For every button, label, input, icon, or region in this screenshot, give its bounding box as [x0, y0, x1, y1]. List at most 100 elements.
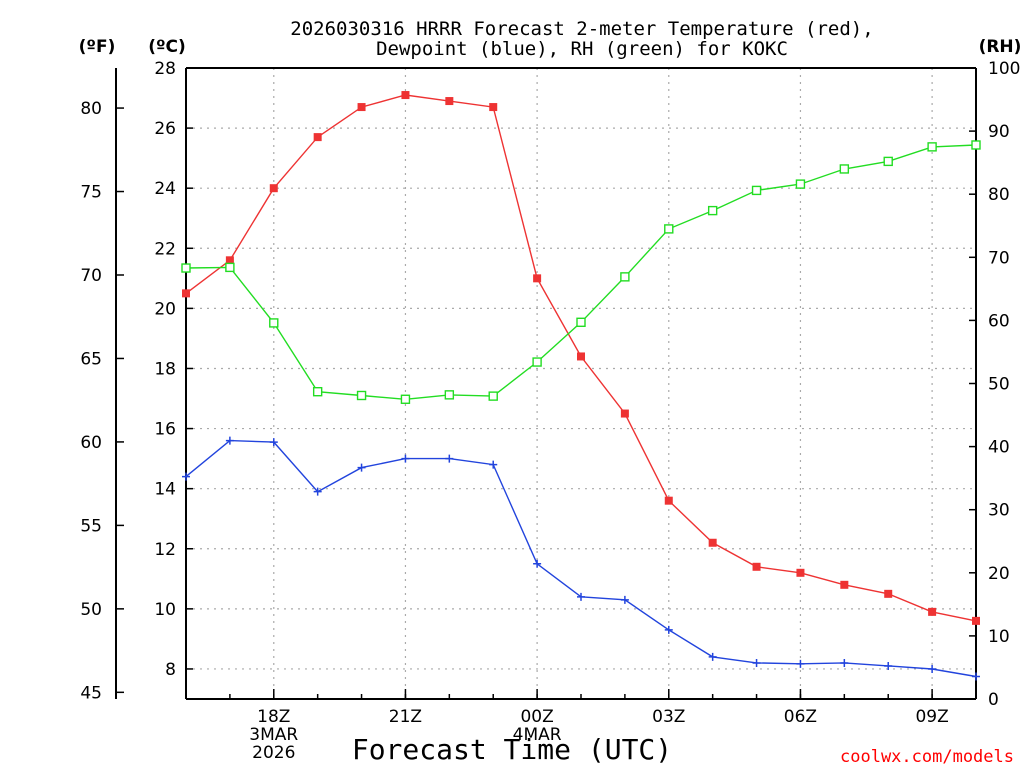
- x-tick-label-line: 03Z: [652, 707, 685, 727]
- rh-tick-label: 70: [988, 248, 1010, 268]
- temperature-point: [401, 91, 410, 100]
- fahrenheit-tick-label: 70: [80, 266, 102, 286]
- temperature-point: [928, 607, 937, 616]
- rh-point: [707, 205, 718, 216]
- rh-tick-label: 50: [988, 375, 1010, 395]
- rh-point: [620, 272, 630, 282]
- x-tick-label-line: 00Z: [520, 707, 553, 727]
- temperature-point: [445, 97, 454, 106]
- rh-point: [883, 156, 893, 167]
- temperature-point: [269, 184, 278, 193]
- temperature-point: [664, 496, 673, 505]
- rh-line: [185, 144, 977, 401]
- fahrenheit-tick-label: 65: [80, 349, 102, 369]
- chart-title-line-2: Dewpoint (blue), RH (green) for KOKC: [376, 38, 788, 60]
- x-tick-label: 09Z: [915, 707, 948, 727]
- dewpoint-point: [796, 659, 805, 668]
- rh-point: [312, 387, 323, 397]
- dewpoint-point: [884, 661, 893, 670]
- rh-tick-label: 10: [988, 627, 1010, 647]
- dewpoint-point: [313, 487, 322, 496]
- dewpoint-point: [840, 658, 849, 667]
- temperature-point: [752, 562, 761, 571]
- rh-tick-label: 40: [988, 438, 1010, 458]
- dewpoint-point: [708, 652, 717, 661]
- rh-axis-unit: (RH): [979, 37, 1022, 57]
- rh-point: [181, 263, 191, 273]
- dewpoint-point: [928, 664, 937, 673]
- dewpoint-point: [182, 472, 190, 481]
- rh-point: [444, 390, 455, 400]
- temperature-point: [884, 589, 893, 598]
- fahrenheit-tick-label: 50: [80, 600, 102, 620]
- temperature-point: [577, 352, 585, 361]
- rh-point: [269, 318, 279, 328]
- chart-axes: [115, 67, 977, 700]
- dewpoint-point: [664, 625, 673, 634]
- dewpoint-point: [489, 460, 498, 469]
- celsius-axis-unit: (ºC): [148, 37, 186, 57]
- temperature-point: [225, 256, 234, 265]
- celsius-tick-label: 24: [154, 179, 176, 199]
- series-layer: [181, 91, 981, 681]
- dewpoint-point: [269, 438, 278, 447]
- dewpoint-point: [225, 436, 234, 445]
- rh-point: [971, 140, 981, 150]
- rh-point: [488, 391, 498, 401]
- rh-point: [795, 179, 806, 189]
- temperature-point: [840, 580, 849, 589]
- fahrenheit-tick-label: 80: [80, 99, 102, 119]
- rh-tick-label: 0: [988, 690, 999, 710]
- x-tick-label: 18Z 3MAR 2026: [249, 707, 298, 763]
- grid-lines: [186, 68, 976, 699]
- dewpoint-point: [752, 658, 761, 667]
- celsius-tick-label: 12: [154, 540, 176, 560]
- chart-title-line-1: 2026030316 HRRR Forecast 2-meter Tempera…: [290, 18, 873, 40]
- fahrenheit-tick-label: 55: [80, 516, 102, 536]
- x-tick-label: 03Z: [652, 707, 685, 727]
- temperature-point: [533, 274, 542, 283]
- rh-point: [532, 357, 542, 367]
- dewpoint-point: [577, 592, 585, 601]
- rh-tick-label: 100: [988, 59, 1020, 79]
- rh-tick-label: 60: [988, 311, 1010, 331]
- temperature-point: [357, 103, 366, 112]
- rh-point: [839, 164, 850, 174]
- dewpoint-point: [620, 595, 629, 604]
- rh-tick-label: 80: [988, 185, 1010, 205]
- celsius-tick-label: 14: [154, 480, 176, 500]
- x-tick-label: 21Z: [389, 707, 422, 727]
- temperature-point: [708, 538, 717, 547]
- dewpoint-point: [401, 454, 410, 463]
- tick-labels: 18Z 3MAR 2026 21Z 00Z 4MAR 03Z 06Z 09Z 8 10 12 14 16 1…: [80, 59, 1020, 763]
- rh-point: [576, 317, 586, 327]
- rh-point: [400, 394, 411, 404]
- dewpoint-line: [185, 439, 977, 678]
- temperature-point: [972, 616, 980, 625]
- temperature-point: [489, 103, 498, 112]
- rh-tick-label: 20: [988, 564, 1010, 584]
- rh-point: [356, 390, 367, 401]
- source-credit: coolwx.com/models: [840, 747, 1014, 767]
- x-tick-label-line: 06Z: [784, 707, 817, 727]
- celsius-tick-label: 16: [154, 420, 176, 440]
- dewpoint-point: [533, 559, 542, 568]
- celsius-tick-label: 26: [154, 119, 176, 139]
- x-tick-label: 00Z 4MAR: [513, 707, 562, 745]
- rh-tick-label: 90: [988, 122, 1010, 142]
- celsius-tick-label: 8: [165, 660, 176, 680]
- celsius-tick-label: 18: [154, 359, 176, 379]
- temperature-point: [313, 133, 322, 142]
- x-axis-label: Forecast Time (UTC): [352, 733, 672, 766]
- rh-point: [664, 224, 674, 234]
- x-tick-label-line: 18Z: [257, 707, 290, 727]
- temperature-point: [796, 568, 805, 577]
- temperature-point: [182, 289, 190, 298]
- fahrenheit-tick-label: 75: [80, 183, 102, 203]
- x-tick-label-line: 4MAR: [513, 725, 562, 745]
- celsius-tick-label: 10: [154, 600, 176, 620]
- rh-point: [751, 185, 762, 196]
- dewpoint-point: [972, 672, 980, 681]
- x-tick-label-line: 09Z: [915, 707, 948, 727]
